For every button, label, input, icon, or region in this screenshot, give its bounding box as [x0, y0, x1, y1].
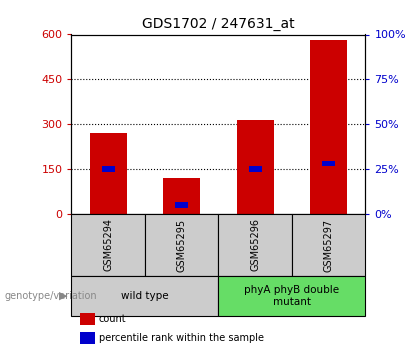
- Text: ▶: ▶: [59, 291, 67, 301]
- Bar: [163, 178, 200, 214]
- Text: GSM65296: GSM65296: [250, 218, 260, 272]
- Text: GSM65295: GSM65295: [177, 218, 186, 272]
- Bar: [237, 120, 273, 214]
- Title: GDS1702 / 247631_at: GDS1702 / 247631_at: [142, 17, 295, 31]
- Text: GSM65294: GSM65294: [103, 218, 113, 272]
- Bar: [102, 166, 115, 172]
- Text: genotype/variation: genotype/variation: [4, 291, 97, 301]
- Text: GSM65297: GSM65297: [324, 218, 333, 272]
- Bar: [175, 202, 188, 208]
- Bar: [310, 40, 347, 214]
- Bar: [145, 214, 218, 276]
- Text: wild type: wild type: [121, 291, 169, 301]
- Bar: [90, 133, 126, 214]
- Bar: [218, 214, 292, 276]
- Text: phyA phyB double
mutant: phyA phyB double mutant: [244, 285, 339, 307]
- Bar: [71, 276, 218, 316]
- Bar: [218, 276, 365, 316]
- Bar: [249, 166, 262, 172]
- Bar: [292, 214, 365, 276]
- Bar: [322, 161, 335, 166]
- Text: count: count: [99, 314, 126, 324]
- Text: percentile rank within the sample: percentile rank within the sample: [99, 333, 264, 343]
- Bar: [71, 214, 145, 276]
